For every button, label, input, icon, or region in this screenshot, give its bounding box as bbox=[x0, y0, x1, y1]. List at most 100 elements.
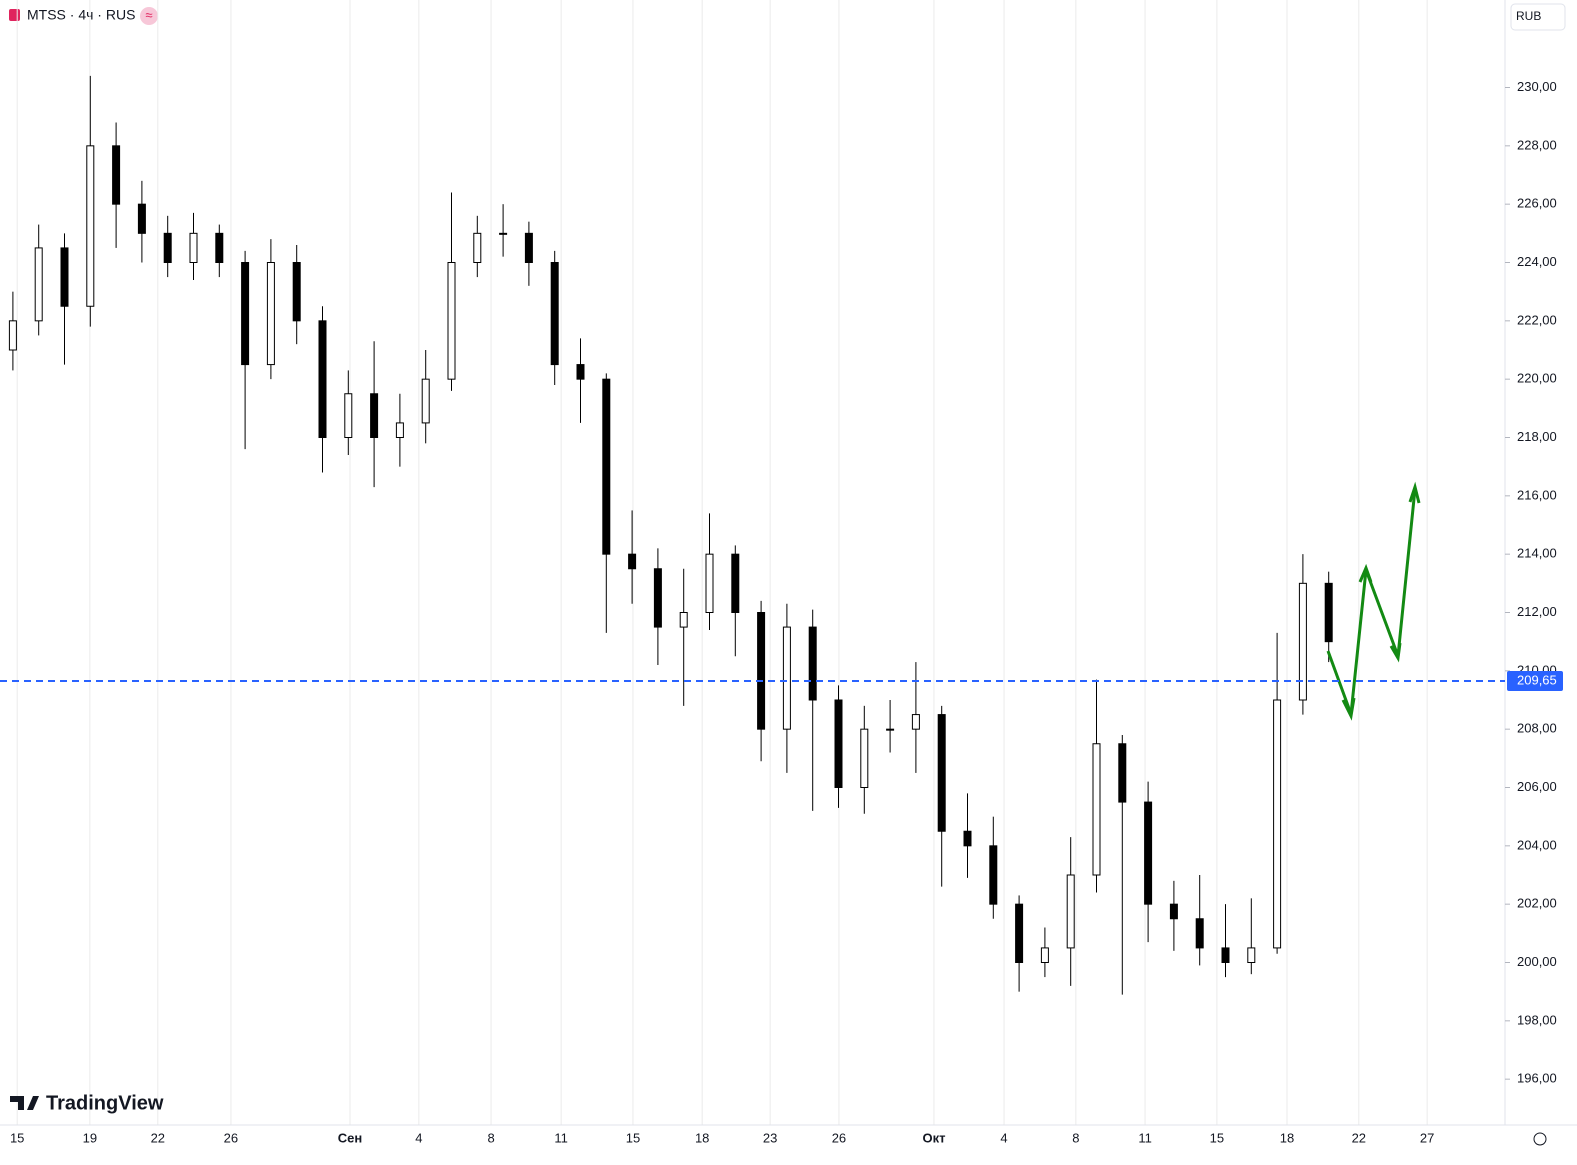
candle-body bbox=[112, 145, 121, 205]
candle-body bbox=[524, 232, 533, 263]
drawing-arrow[interactable] bbox=[1326, 650, 1353, 715]
candle-body bbox=[499, 232, 508, 235]
y-tick-label: 212,00 bbox=[1517, 604, 1557, 619]
x-tick-label: Сен bbox=[338, 1130, 362, 1145]
candle-body bbox=[550, 262, 559, 366]
status-glyph: ≈ bbox=[145, 7, 152, 22]
y-tick-label: 220,00 bbox=[1517, 371, 1557, 386]
x-tick-label: 4 bbox=[415, 1130, 422, 1145]
y-tick-label: 230,00 bbox=[1517, 79, 1557, 94]
x-tick-label: 15 bbox=[10, 1130, 24, 1145]
currency-button[interactable] bbox=[1510, 3, 1566, 31]
candle-body bbox=[395, 422, 404, 438]
candle-body bbox=[60, 247, 69, 307]
x-tick-label: 18 bbox=[1280, 1130, 1294, 1145]
candle-body bbox=[86, 145, 95, 307]
x-tick-label: 8 bbox=[487, 1130, 494, 1145]
x-tick-label: 4 bbox=[1000, 1130, 1007, 1145]
candle-body bbox=[731, 553, 740, 614]
y-tick-label: 216,00 bbox=[1517, 487, 1557, 502]
price-badge bbox=[1507, 671, 1563, 692]
candle-body bbox=[137, 203, 146, 234]
y-tick-label: 196,00 bbox=[1517, 1071, 1557, 1086]
candle-body bbox=[292, 262, 301, 322]
y-tick-label: 208,00 bbox=[1517, 721, 1557, 736]
candle-body bbox=[886, 728, 895, 731]
candle-body bbox=[1221, 947, 1230, 964]
candle-body bbox=[8, 320, 17, 351]
candle-body bbox=[447, 262, 456, 380]
candle-body bbox=[1092, 743, 1101, 876]
y-tick-label: 200,00 bbox=[1517, 954, 1557, 969]
candle-body bbox=[1247, 947, 1256, 964]
y-tick-label: 198,00 bbox=[1517, 1012, 1557, 1027]
x-tick-label: 23 bbox=[763, 1130, 777, 1145]
candle-body bbox=[937, 714, 946, 832]
x-tick-label: 18 bbox=[695, 1130, 709, 1145]
candle-body bbox=[576, 364, 585, 380]
candle-body bbox=[421, 378, 430, 424]
status-icon bbox=[140, 7, 158, 25]
x-tick-label: 27 bbox=[1420, 1130, 1434, 1145]
y-tick-label: 204,00 bbox=[1517, 837, 1557, 852]
candle-body bbox=[628, 553, 637, 570]
candle-body bbox=[834, 699, 843, 788]
y-tick-label: 222,00 bbox=[1517, 312, 1557, 327]
candle-body bbox=[782, 626, 791, 730]
logo-mark bbox=[10, 1096, 39, 1110]
x-tick-label: 11 bbox=[554, 1130, 568, 1145]
candle-body bbox=[1118, 743, 1127, 803]
candle-body bbox=[241, 262, 250, 366]
candle-body bbox=[1015, 903, 1024, 964]
candle-body bbox=[1040, 947, 1049, 964]
candle-body bbox=[1066, 874, 1075, 949]
x-tick-label: 26 bbox=[224, 1130, 238, 1145]
candle-body bbox=[1298, 582, 1307, 701]
y-tick-label: 202,00 bbox=[1517, 896, 1557, 911]
x-tick-label: 22 bbox=[151, 1130, 165, 1145]
price-label: 209,65 bbox=[1517, 672, 1557, 687]
candle-body bbox=[189, 232, 198, 263]
candle-body bbox=[473, 232, 482, 263]
x-tick-label: 15 bbox=[626, 1130, 640, 1145]
logo-text: TradingView bbox=[46, 1092, 164, 1114]
candle-body bbox=[705, 553, 714, 614]
candle-body bbox=[370, 393, 379, 438]
x-tick-label: 15 bbox=[1210, 1130, 1224, 1145]
candle-body bbox=[757, 612, 766, 730]
x-tick-label: 26 bbox=[832, 1130, 846, 1145]
candle-body bbox=[1324, 582, 1333, 643]
candle-body bbox=[215, 232, 224, 263]
candle-body bbox=[989, 845, 998, 905]
y-tick-label: 226,00 bbox=[1517, 196, 1557, 211]
drawing-arrow[interactable] bbox=[1349, 488, 1417, 715]
y-tick-label: 224,00 bbox=[1517, 254, 1557, 269]
candle-body bbox=[911, 714, 920, 730]
symbol[interactable]: MTSS · 4ч · RUS bbox=[27, 7, 135, 23]
candle-body bbox=[1144, 801, 1153, 905]
x-tick-label: Окт bbox=[922, 1130, 945, 1145]
candle-body bbox=[602, 378, 611, 555]
candle-body bbox=[1273, 699, 1282, 949]
candle-body bbox=[34, 247, 43, 322]
x-tick-label: 8 bbox=[1072, 1130, 1079, 1145]
y-tick-label: 228,00 bbox=[1517, 137, 1557, 152]
candle-body bbox=[963, 830, 972, 847]
x-tick-label: 22 bbox=[1352, 1130, 1366, 1145]
y-tick-label: 206,00 bbox=[1517, 779, 1557, 794]
currency[interactable]: RUB bbox=[1516, 9, 1541, 23]
candle-body bbox=[860, 728, 869, 789]
candle-body bbox=[653, 568, 662, 628]
logo[interactable]: TradingView bbox=[10, 1092, 164, 1114]
candle-body bbox=[679, 612, 688, 628]
symbol-icon bbox=[9, 9, 20, 21]
y-tick-label: 218,00 bbox=[1517, 429, 1557, 444]
arrow-heads bbox=[1341, 481, 1421, 721]
candle-body bbox=[163, 232, 172, 263]
candle-body bbox=[808, 626, 817, 701]
candle-body bbox=[344, 393, 353, 438]
candle-body bbox=[1169, 903, 1178, 920]
settings-icon[interactable] bbox=[1533, 1132, 1547, 1146]
